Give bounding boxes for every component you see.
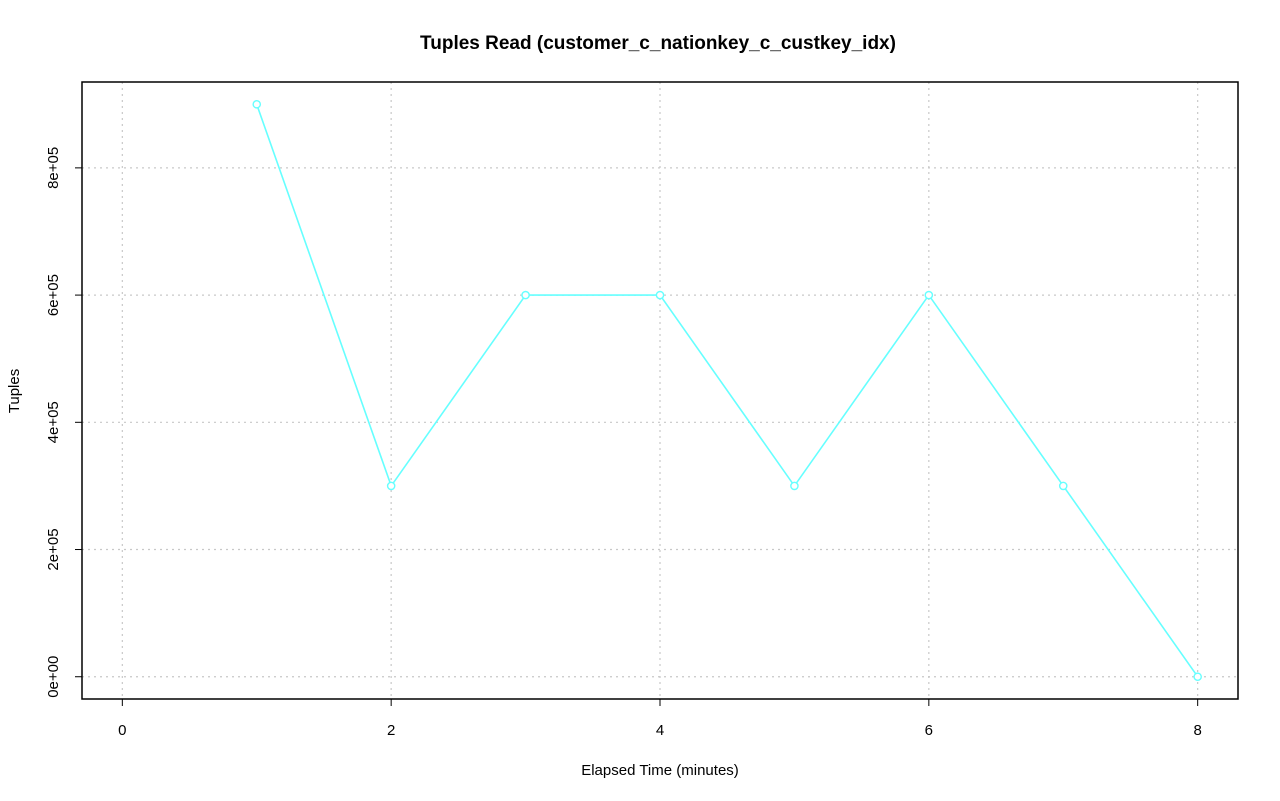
x-tick-label: 4 xyxy=(656,722,664,739)
y-axis-label: Tuples xyxy=(6,369,23,413)
chart-title: Tuples Read (customer_c_nationkey_c_cust… xyxy=(420,33,896,54)
x-axis: 0 2 4 6 8 xyxy=(118,699,1202,739)
x-axis-label: Elapsed Time (minutes) xyxy=(581,762,739,779)
y-tick-label: 2e+05 xyxy=(45,528,62,570)
data-point-marker xyxy=(386,481,396,491)
plot-frame xyxy=(81,81,1239,700)
data-point-marker xyxy=(1193,672,1202,682)
data-point-marker xyxy=(252,99,262,109)
y-tick-label: 4e+05 xyxy=(45,401,62,443)
x-tick-label: 0 xyxy=(118,722,126,739)
data-point-marker xyxy=(1058,481,1068,491)
x-tick-label: 8 xyxy=(1194,722,1202,739)
series-layer xyxy=(252,99,1202,682)
series-line xyxy=(255,104,1199,678)
y-tick-label: 6e+05 xyxy=(45,274,62,316)
y-tick-label: 0e+00 xyxy=(45,656,62,698)
data-point-marker xyxy=(655,290,665,300)
data-point-marker xyxy=(521,290,530,300)
y-axis: 0e+00 2e+05 4e+05 6e+05 8e+05 xyxy=(45,147,82,698)
x-tick-label: 6 xyxy=(925,722,933,739)
data-point-marker xyxy=(790,481,799,491)
grid-lines xyxy=(82,82,1238,699)
data-point-marker xyxy=(924,290,934,300)
y-tick-label: 8e+05 xyxy=(45,147,62,189)
x-tick-label: 2 xyxy=(387,722,395,739)
